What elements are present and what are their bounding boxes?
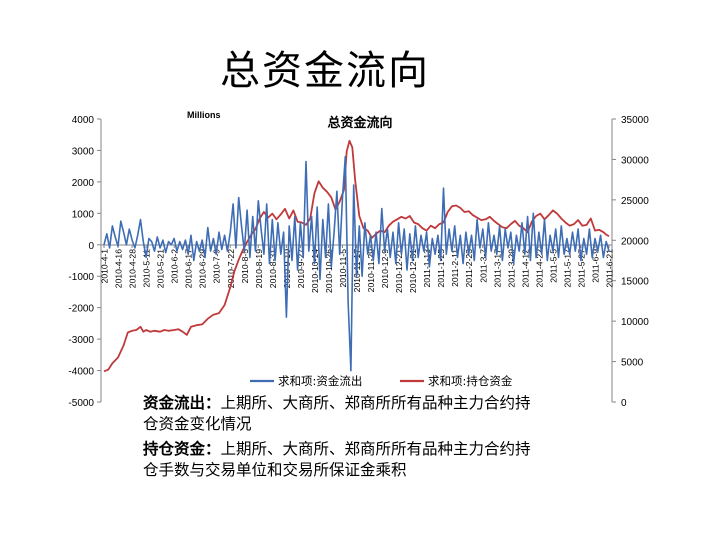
right-tick-label: 25000 [621,196,649,207]
left-tick-label: -3000 [68,335,94,346]
x-tick-label: 2010-9-27 [296,249,306,288]
x-tick-label: 2010-7-22 [226,249,236,288]
x-tick-label: 2011-5-5 [548,249,558,283]
x-tick-label: 2010-8-19 [254,249,264,288]
x-tick-label: 2011-5-17 [562,249,572,288]
term-outflow: 资金流出： [143,393,221,412]
x-tick-label: 2011-3-29 [506,249,516,288]
x-tick-label: 2011-2-11 [450,249,460,287]
right-tick-label: 20000 [621,236,649,247]
x-tick-label: 2010-10-14 [310,249,320,293]
unit-label: Millions [187,110,221,120]
x-tick-label: 2010-10-26 [324,249,334,293]
x-tick-label: 2010-8-5 [240,249,250,284]
left-tick-label: 3000 [72,146,95,157]
x-tick-label: 2010-11-29 [366,249,376,293]
slide-title: 总资金流向 [220,48,430,94]
x-tick-label: 2010-6-17 [184,249,194,288]
legend-label-0: 求和项:资金流出 [278,374,362,388]
x-tick-label: 2010-5-11 [142,249,152,288]
right-tick-label: 5000 [621,358,644,369]
left-tick-label: 2000 [72,178,95,189]
axes: -5000 -4000 -3000 -2000 -1000 0 1000 2000 3000 40… [68,115,649,409]
x-tick-label: 2011-2-23 [464,249,474,288]
description-outflow: 资金流出：上期所、大商所、郑商所所有品种主力合约持仓资金变化情况 [143,392,533,435]
term-position: 持仓资金： [143,439,221,458]
x-tick-label: 2010-7-9 [212,249,222,284]
left-tick-label: 0 [88,241,94,252]
x-tick-label: 2011-1-25 [436,249,446,288]
x-tick-label: 2010-4-16 [114,249,124,288]
legend: 求和项:资金流出 求和项:持仓资金 [250,374,513,388]
left-tick-label: -1000 [68,272,94,283]
x-tick-label: 2010-5-21 [156,249,166,288]
x-tick-label: 2011-5-27 [576,249,586,288]
x-tick-label: 2010-12-21 [394,249,404,293]
left-tick-label: 1000 [72,209,95,220]
description-position: 持仓资金：上期所、大商所、郑商所所有品种主力合约持仓手数与交易单位和交易所保证金… [143,438,533,481]
x-tick-label: 2010-6-2 [170,249,180,284]
x-tick-label: 2010-11-5 [338,249,348,288]
x-tick-label: 2010-4-28 [128,249,138,288]
x-tick-label: 2010-4-1 [100,249,110,284]
legend-label-1: 求和项:持仓资金 [428,374,513,388]
x-tick-label: 2011-6-21 [605,249,615,288]
x-tick-label: 2010-6-29 [198,249,208,288]
left-tick-label: -4000 [68,367,94,378]
series-layer [103,139,610,373]
definition-outflow: 上期所、大商所、郑商所所有品种主力合约持仓资金变化情况 [143,394,531,433]
left-tick-label: -5000 [68,398,94,409]
x-tick-label: 2010-8-31 [268,249,278,288]
x-tick-label: 2011-6-9 [590,249,600,283]
right-tick-label: 15000 [621,277,649,288]
left-tick-label: 4000 [72,115,95,126]
x-tick-label: 2011-4-22 [534,249,544,288]
x-tick-label: 2011-3-7 [478,249,488,283]
description-block: 资金流出：上期所、大商所、郑商所所有品种主力合约持仓资金变化情况 持仓资金：上期… [143,392,533,484]
x-tick-label: 2011-1-13 [422,249,432,288]
right-tick-label: 35000 [621,115,649,126]
x-tick-label: 2010-12-31 [408,249,418,293]
x-tick-label: 2010-12-9 [380,249,390,288]
x-tick-label: 2011-3-17 [492,249,502,288]
right-tick-label: 30000 [621,155,649,166]
right-tick-label: 10000 [621,317,649,328]
chart-title: 总资金流向 [327,115,392,131]
left-tick-label: -2000 [68,304,94,315]
right-tick-label: 0 [621,398,627,409]
definition-position: 上期所、大商所、郑商所所有品种主力合约持仓手数与交易单位和交易所保证金乘积 [143,440,531,479]
x-tick-label: 2011-4-12 [520,249,530,288]
x-tick-label: 2010-9-10 [282,249,292,288]
series-line-0 [103,155,610,372]
